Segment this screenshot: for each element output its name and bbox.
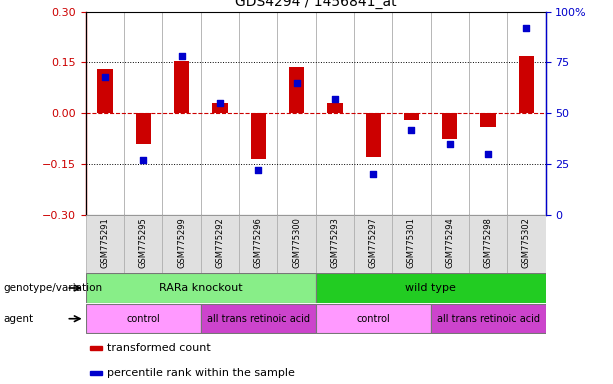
Bar — [239, 215, 277, 273]
Bar — [162, 215, 201, 273]
Bar — [201, 304, 316, 333]
Point — [215, 100, 225, 106]
Bar — [519, 56, 534, 113]
Bar — [86, 304, 201, 333]
Text: GSM775299: GSM775299 — [177, 217, 186, 268]
Point — [368, 171, 378, 177]
Text: GSM775298: GSM775298 — [484, 217, 493, 268]
Bar — [91, 371, 102, 375]
Bar — [212, 103, 227, 113]
Point — [253, 167, 263, 173]
Point — [292, 79, 302, 86]
Bar — [354, 215, 392, 273]
Text: GSM775297: GSM775297 — [368, 217, 378, 268]
Bar — [201, 215, 239, 273]
Bar — [316, 215, 354, 273]
Text: GSM775293: GSM775293 — [330, 217, 340, 268]
Bar — [124, 215, 162, 273]
Text: GSM775300: GSM775300 — [292, 217, 301, 268]
Bar — [97, 69, 113, 113]
Point — [483, 151, 493, 157]
Point — [406, 126, 416, 132]
Text: RARa knockout: RARa knockout — [159, 283, 243, 293]
Text: GSM775296: GSM775296 — [254, 217, 263, 268]
Text: agent: agent — [3, 314, 33, 324]
Text: GSM775294: GSM775294 — [445, 217, 454, 268]
Bar — [86, 215, 124, 273]
Bar — [174, 61, 189, 113]
Point — [177, 53, 186, 60]
Point — [100, 74, 110, 80]
Point — [522, 25, 531, 31]
Bar — [277, 215, 316, 273]
Bar — [481, 113, 496, 127]
Bar — [316, 304, 430, 333]
Bar — [469, 215, 508, 273]
Point — [139, 157, 148, 163]
Bar — [430, 215, 469, 273]
Bar — [86, 273, 316, 303]
Text: control: control — [356, 314, 390, 324]
Text: GSM775302: GSM775302 — [522, 217, 531, 268]
Bar — [327, 103, 343, 113]
Text: GSM775301: GSM775301 — [407, 217, 416, 268]
Bar — [251, 113, 266, 159]
Text: all trans retinoic acid: all trans retinoic acid — [436, 314, 539, 324]
Bar — [442, 113, 457, 139]
Text: wild type: wild type — [405, 283, 456, 293]
Text: GSM775291: GSM775291 — [101, 217, 110, 268]
Bar — [289, 68, 304, 113]
Text: control: control — [126, 314, 160, 324]
Point — [445, 141, 455, 147]
Text: genotype/variation: genotype/variation — [3, 283, 102, 293]
Text: percentile rank within the sample: percentile rank within the sample — [107, 368, 294, 378]
Bar — [430, 304, 546, 333]
Bar — [91, 346, 102, 350]
Text: transformed count: transformed count — [107, 343, 210, 353]
Text: GSM775292: GSM775292 — [215, 217, 224, 268]
Bar — [392, 215, 430, 273]
Bar — [404, 113, 419, 120]
Title: GDS4294 / 1456841_at: GDS4294 / 1456841_at — [235, 0, 397, 9]
Bar — [365, 113, 381, 157]
Text: all trans retinoic acid: all trans retinoic acid — [207, 314, 310, 324]
Bar — [135, 113, 151, 144]
Text: GSM775295: GSM775295 — [139, 217, 148, 268]
Bar — [508, 215, 546, 273]
Bar — [316, 273, 546, 303]
Point — [330, 96, 340, 102]
